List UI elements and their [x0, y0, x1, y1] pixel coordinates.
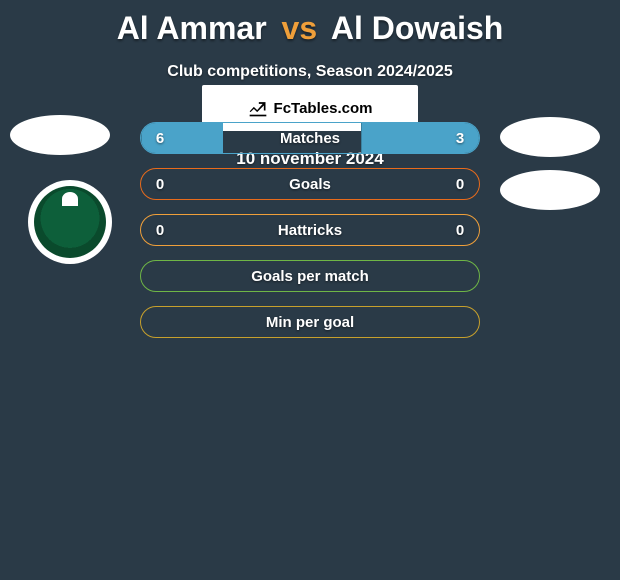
stat-value-left: 0 — [141, 176, 169, 193]
stat-row: Min per goal — [140, 306, 480, 338]
club-badge — [28, 180, 112, 264]
title-player2: Al Dowaish — [331, 10, 503, 46]
chart-icon — [248, 98, 268, 118]
player2-avatar-secondary — [500, 170, 600, 210]
page-title: Al Ammar vs Al Dowaish — [0, 0, 620, 47]
stat-value-right: 0 — [451, 176, 479, 193]
stat-row: 0Goals0 — [140, 168, 480, 200]
stat-row: Goals per match — [140, 260, 480, 292]
stat-label: Goals per match — [169, 268, 451, 285]
title-player1: Al Ammar — [117, 10, 267, 46]
player1-avatar — [10, 115, 110, 155]
stat-label: Goals — [169, 176, 451, 193]
title-vs: vs — [282, 10, 318, 46]
stats-container: 6Matches30Goals00Hattricks0Goals per mat… — [140, 122, 480, 352]
stat-label: Hattricks — [169, 222, 451, 239]
stat-label: Min per goal — [169, 314, 451, 331]
player2-avatar — [500, 117, 600, 157]
stat-value-right: 0 — [451, 222, 479, 239]
stat-label: Matches — [169, 130, 451, 147]
stat-value-right: 3 — [451, 130, 479, 147]
watermark-text: FcTables.com — [274, 100, 373, 117]
stat-value-left: 0 — [141, 222, 169, 239]
stat-row: 0Hattricks0 — [140, 214, 480, 246]
stat-value-left: 6 — [141, 130, 169, 147]
club-badge-inner — [34, 186, 106, 258]
subtitle: Club competitions, Season 2024/2025 — [0, 63, 620, 81]
stat-row: 6Matches3 — [140, 122, 480, 154]
